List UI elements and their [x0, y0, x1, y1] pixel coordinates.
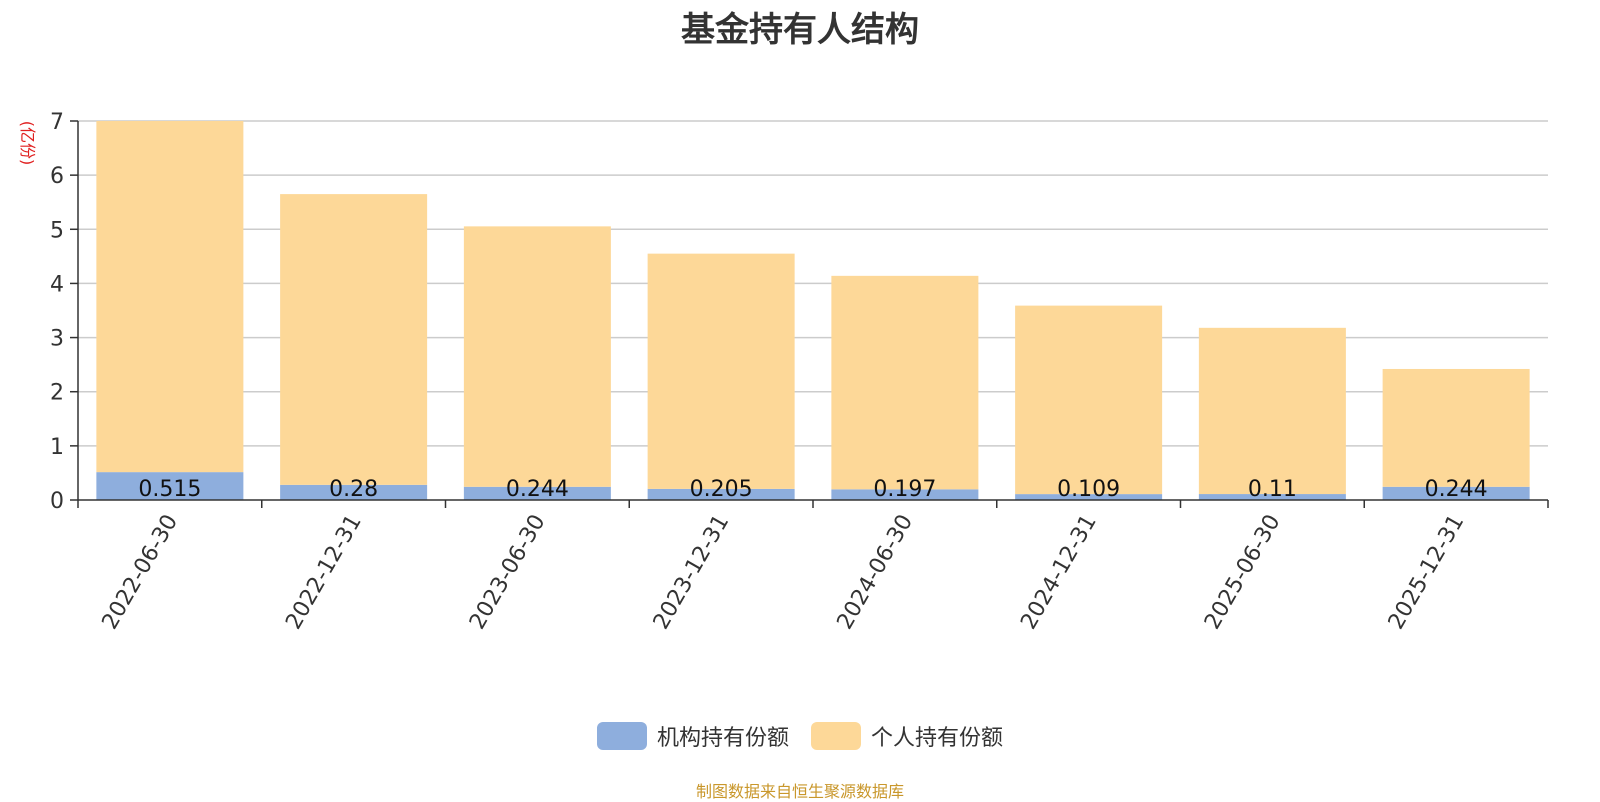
- y-tick-label: 2: [50, 381, 64, 406]
- legend-item-institutional[interactable]: 机构持有份额: [596, 720, 789, 752]
- bar-institutional[interactable]: [647, 488, 795, 500]
- y-tick-label: 4: [50, 272, 64, 297]
- chart-title: 基金持有人结构: [681, 10, 919, 50]
- source-note: 制图数据来自恒生聚源数据库: [695, 782, 904, 801]
- x-tick-label: 2024-12-31: [1016, 511, 1102, 634]
- x-tick-label: 2023-06-30: [465, 511, 551, 634]
- y-tick-label: 1: [50, 435, 64, 460]
- bar-individual[interactable]: [96, 121, 244, 473]
- bar-individual[interactable]: [1198, 327, 1346, 495]
- bars: [96, 121, 1530, 500]
- legend-label-institutional: 机构持有份额: [656, 726, 789, 751]
- bar-institutional[interactable]: [1382, 486, 1530, 500]
- data-labels: 0.515 0.28 0.244 0.205 0.197 0.109 0.11 0.244: [138, 477, 1487, 502]
- legend: 机构持有份额 个人持有份额: [0, 720, 1600, 752]
- y-tick-label: 5: [50, 218, 64, 243]
- data-label: 0.28: [329, 477, 378, 502]
- x-tick-label: 2025-06-30: [1200, 511, 1286, 634]
- bar-institutional[interactable]: [280, 484, 428, 500]
- data-label: 0.515: [138, 477, 201, 502]
- x-tick-label: 2025-12-31: [1384, 511, 1470, 634]
- data-label: 0.109: [1057, 477, 1120, 502]
- legend-swatch-individual: [811, 722, 861, 750]
- x-tick-label: 2022-12-31: [281, 511, 367, 634]
- bar-institutional[interactable]: [96, 472, 244, 500]
- y-tick-label: 7: [50, 110, 64, 135]
- bar-individual[interactable]: [1382, 368, 1530, 487]
- data-label: 0.205: [690, 477, 753, 502]
- bar-institutional[interactable]: [1198, 494, 1346, 500]
- bar-individual[interactable]: [463, 226, 611, 487]
- bar-individual[interactable]: [280, 194, 428, 485]
- legend-swatch-institutional: [596, 722, 647, 750]
- x-tick-label: 2022-06-30: [97, 511, 183, 634]
- data-label: 0.244: [1425, 477, 1488, 502]
- y-tick-label: 3: [50, 327, 64, 352]
- data-label: 0.244: [506, 477, 569, 502]
- bar-institutional[interactable]: [463, 486, 611, 500]
- y-tick-label: 0: [50, 489, 64, 514]
- data-label: 0.11: [1248, 477, 1297, 502]
- data-label: 0.197: [873, 477, 936, 502]
- legend-label-individual: 个人持有份额: [871, 726, 1004, 751]
- legend-item-individual[interactable]: 个人持有份额: [811, 720, 1003, 752]
- x-tick-label: 2024-06-30: [832, 511, 918, 634]
- bar-individual[interactable]: [647, 253, 795, 489]
- y-tick-label: 6: [50, 164, 64, 189]
- x-tick-label: 2023-12-31: [649, 511, 735, 634]
- bar-individual[interactable]: [831, 275, 979, 490]
- bar-institutional[interactable]: [1015, 494, 1163, 500]
- bar-individual[interactable]: [1015, 305, 1163, 495]
- y-axis-label: (亿份): [18, 121, 37, 166]
- bar-institutional[interactable]: [831, 489, 979, 500]
